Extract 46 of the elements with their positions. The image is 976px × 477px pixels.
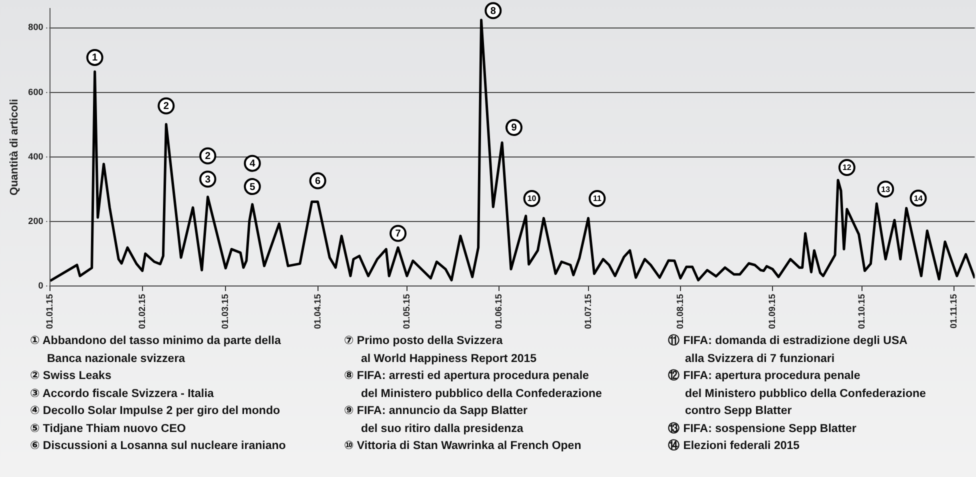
x-tick-label: 01.01.15 xyxy=(44,294,55,330)
text: ⑥ Discussioni a Losanna sul nucleare iraniano xyxy=(30,439,287,454)
annotation: 2 xyxy=(204,151,211,162)
y-axis-title: Quantità di articoli xyxy=(8,98,21,196)
text: ① Abbandono del tasso minimo da parte della Banca nazionale svizzera xyxy=(30,334,282,366)
text: ⑫ FIFA: apertura procedura penale del Ministero pubblico della Confederazione contro Sepp Blatter xyxy=(668,368,927,419)
annotation: 11 xyxy=(592,194,602,204)
annotation: 13 xyxy=(881,184,891,194)
x-tick-label: 01.09.15 xyxy=(767,294,778,330)
text: ④ Decollo Solar Impulse 2 per giro del mondo xyxy=(30,404,282,419)
text: ⑧ FIFA: arresti ed apertura procedura penale del Ministero pubblico della Confederazione xyxy=(344,369,603,402)
text: ⑩ Vittoria di Stan Wawrinka al French Open xyxy=(344,439,582,454)
annotation: 9 xyxy=(511,122,518,134)
text: ⑦ Primo posto della Svizzera al World Happiness Report 2015 xyxy=(344,334,538,366)
x-tick-label: 01.11.15 xyxy=(948,294,958,329)
x-tick-label: 01.08.15 xyxy=(674,294,685,330)
annotation: 7 xyxy=(395,228,402,240)
x-tick-label: 01.06.15 xyxy=(494,294,504,330)
annotation: 1 xyxy=(92,52,98,64)
text: ⑬ FIFA: sospensione Sepp Blatter xyxy=(668,421,858,436)
annotation: 8 xyxy=(490,6,496,17)
text: ⑨ FIFA: annuncio da Sapp Blatter del suo ritiro dalla presidenza xyxy=(344,404,529,436)
y-tick-label: 400 xyxy=(28,151,44,162)
annotation: 6 xyxy=(314,176,321,187)
y-tick-label: 800 xyxy=(28,22,44,32)
text: ⑪ FIFA: domanda di estradizione degli USA alla Svizzera di 7 funzionari xyxy=(668,333,908,366)
y-tick-label: 600 xyxy=(28,86,44,97)
x-tick-label: 01.04.15 xyxy=(312,294,322,330)
annotation: 14 xyxy=(914,194,924,203)
annotation: 12 xyxy=(842,163,852,172)
text: ⑭ Elezioni federali 2015 xyxy=(668,438,801,454)
x-tick-label: 01.03.15 xyxy=(220,294,230,330)
annotation: 4 xyxy=(250,158,256,170)
x-tick-label: 01.02.15 xyxy=(136,294,147,330)
x-tick-label: 01.05.15 xyxy=(401,294,412,330)
y-tick-label: 200 xyxy=(28,216,44,226)
text: ② Swiss Leaks xyxy=(30,369,112,384)
annotation: 5 xyxy=(250,182,256,193)
text: ③ Accordo fiscale Svizzera - Italia xyxy=(30,386,215,402)
text: ⑤ Tidjane Thiam nuovo CEO xyxy=(30,422,187,436)
annotation: 3 xyxy=(204,174,211,186)
annotation: 10 xyxy=(527,194,537,204)
x-tick-label: 01.07.15 xyxy=(582,294,593,330)
annotation: 2 xyxy=(163,101,170,112)
x-tick-label: 01.10.15 xyxy=(856,294,866,330)
y-tick-label: 0 xyxy=(38,280,44,290)
